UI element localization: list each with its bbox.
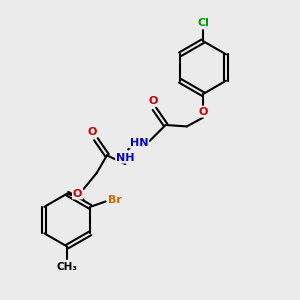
Text: O: O <box>148 95 158 106</box>
Text: O: O <box>88 127 97 137</box>
Text: HN: HN <box>130 138 148 148</box>
Text: CH₃: CH₃ <box>57 262 78 272</box>
Text: O: O <box>198 107 208 117</box>
Text: NH: NH <box>116 153 134 163</box>
Text: Br: Br <box>108 195 122 205</box>
Text: Cl: Cl <box>197 18 209 28</box>
Text: O: O <box>73 189 82 199</box>
